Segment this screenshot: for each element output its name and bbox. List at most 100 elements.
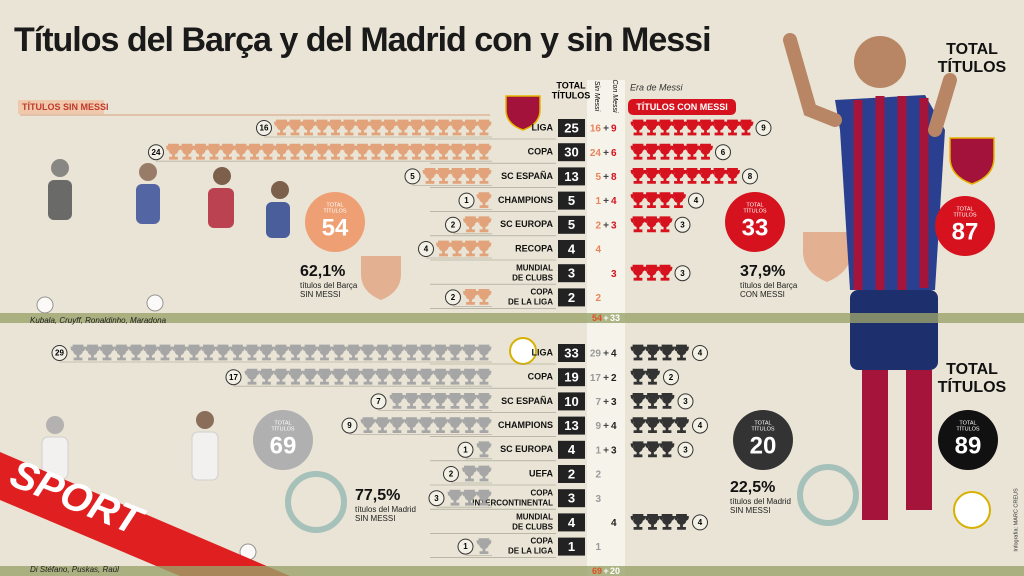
row-name: UEFA <box>529 468 554 478</box>
sin-trophies <box>389 393 492 409</box>
trophy-icon <box>630 344 646 361</box>
count-badge <box>688 192 704 209</box>
total-circle-label: TOTAL <box>746 202 763 208</box>
row-plus: + <box>603 373 609 384</box>
trophy-icon <box>99 344 115 361</box>
madrid-crest <box>285 337 991 533</box>
sin-label-box <box>18 100 104 114</box>
sin-trophies <box>360 417 492 433</box>
trophy-icon <box>186 344 202 361</box>
row-sin: 17 <box>590 373 602 384</box>
era-label: Era de Messi <box>630 82 684 92</box>
row-sin: 9 <box>595 421 601 432</box>
trophy-icon <box>698 143 713 160</box>
total-circle-label: TOTAL <box>326 202 343 208</box>
count-badge <box>692 417 708 434</box>
trophy-icon <box>274 119 289 136</box>
trophy-icon <box>659 514 675 530</box>
trophy-icon <box>644 143 659 160</box>
trophy-icon <box>409 119 424 136</box>
trophy-icon <box>462 489 477 506</box>
row-name: RECOPA <box>515 243 553 253</box>
row-con: 6 <box>611 148 617 159</box>
totals-sin: 54 <box>592 313 602 323</box>
row-name: COPA <box>530 288 553 297</box>
photo-caption: Kubala, Cruyff, Ronaldinho, Maradona <box>30 316 167 325</box>
trophy-icon <box>657 216 673 233</box>
trophy-icon <box>476 240 492 257</box>
trophy-icon <box>476 489 492 506</box>
trophy-icon <box>360 368 376 385</box>
total-box <box>558 537 585 556</box>
count-badge <box>715 144 731 161</box>
trophy-icon <box>671 192 686 208</box>
trophy-icon <box>375 417 390 433</box>
trophy-icon <box>476 289 492 305</box>
row-sin: 3 <box>595 494 601 505</box>
count-badge <box>677 393 694 410</box>
con-trophies <box>630 143 713 160</box>
totals-plus: + <box>603 566 608 576</box>
total-header: TÍTULOS <box>552 90 591 100</box>
totals-bar <box>0 566 1024 576</box>
total-circle-label: TÍTULOS <box>271 425 295 432</box>
total-circle-label: TOTAL <box>274 420 291 426</box>
count-badge-label: 29 <box>55 349 64 358</box>
count-badge-label: 5 <box>410 172 415 181</box>
row-name: DE CLUBS <box>512 273 554 282</box>
trophy-icon <box>645 393 660 409</box>
trophy-icon <box>143 344 158 361</box>
con-label: TÍTULOS CON MESSI <box>636 102 728 112</box>
row-name: LIGA <box>532 122 554 132</box>
row-name: CHAMPIONS <box>498 420 553 430</box>
trophy-icon <box>389 417 405 433</box>
trophy-icon <box>288 368 303 385</box>
pct-text: títulos del Madrid <box>730 497 791 506</box>
trophy-icon <box>645 417 660 433</box>
trophy-icon <box>476 344 492 361</box>
count-badge <box>148 144 164 161</box>
total-circle-label: TÍTULOS <box>956 425 980 432</box>
row-total: 33 <box>564 345 578 360</box>
sin-trophies <box>463 216 492 233</box>
trophy-icon <box>389 393 405 409</box>
trophy-icon <box>368 143 384 160</box>
trophy-icon <box>360 344 376 361</box>
count-badge <box>755 120 772 136</box>
pct-text: SIN MESSI <box>355 514 395 523</box>
trophy-icon <box>476 417 492 433</box>
count-badge-label: 3 <box>680 269 685 278</box>
count-badge-label: 9 <box>761 124 766 133</box>
sin-trophies <box>244 368 492 385</box>
count-badge-label: 2 <box>451 220 456 229</box>
row-plus: + <box>603 124 609 135</box>
trophy-icon <box>630 417 646 433</box>
count-badge <box>404 168 421 185</box>
row-total: 5 <box>568 193 575 208</box>
total-box <box>558 288 585 307</box>
trophy-icon <box>645 514 660 530</box>
count-badge-label: 3 <box>683 445 688 454</box>
row-total: 13 <box>564 418 578 433</box>
sin-trophies <box>476 538 492 554</box>
row-con: 8 <box>611 172 617 183</box>
con-trophies <box>630 168 740 184</box>
total-box <box>558 465 585 483</box>
count-badge <box>458 192 475 209</box>
count-badge-label: 1 <box>464 196 469 205</box>
trophy-icon <box>404 393 419 409</box>
row-plus: + <box>603 349 609 360</box>
total-box <box>558 191 585 210</box>
trophy-icon <box>244 368 260 385</box>
trophy-icon <box>389 368 405 385</box>
trophy-icon <box>375 344 390 361</box>
pct-text: títulos del Barça <box>300 281 358 290</box>
totals-bar <box>0 313 1024 323</box>
count-badge-label: 7 <box>376 397 381 406</box>
row-total: 25 <box>564 120 578 135</box>
messi-era-column <box>587 80 625 576</box>
row-name: COPA <box>528 147 554 157</box>
row-con: 3 <box>611 269 617 280</box>
row-sin: 7 <box>595 397 601 408</box>
